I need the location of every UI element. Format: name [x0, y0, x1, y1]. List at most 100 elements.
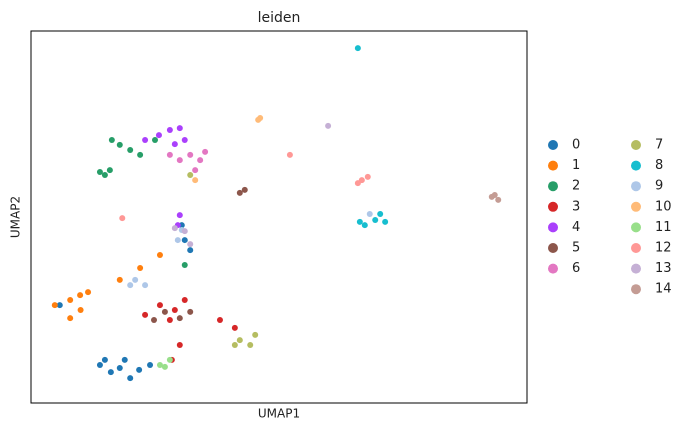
point	[181, 237, 188, 244]
point	[166, 151, 173, 158]
point	[176, 315, 183, 322]
point	[286, 151, 293, 158]
point	[161, 308, 168, 315]
point	[241, 186, 248, 193]
legend-label: 11	[655, 220, 672, 235]
point	[176, 125, 183, 132]
point	[137, 151, 144, 158]
point	[366, 211, 373, 218]
legend-label: 0	[572, 138, 580, 153]
point	[67, 315, 74, 322]
point	[166, 317, 173, 324]
point	[231, 341, 238, 348]
legend-marker	[548, 263, 558, 274]
point	[56, 302, 63, 309]
legend-label: 5	[572, 241, 580, 256]
legend-marker	[548, 140, 558, 150]
point	[192, 177, 199, 184]
point	[77, 307, 84, 313]
point	[176, 212, 183, 219]
point	[176, 341, 183, 348]
point	[325, 122, 332, 129]
legend-label: 10	[655, 199, 672, 214]
point	[108, 136, 115, 143]
plot-frame	[30, 30, 528, 404]
point	[127, 375, 134, 382]
point	[187, 171, 194, 178]
point	[255, 116, 262, 123]
legend-marker	[631, 284, 641, 295]
point	[216, 317, 223, 324]
point	[171, 141, 178, 148]
point	[377, 211, 384, 218]
point	[121, 356, 128, 363]
legend-marker	[631, 181, 641, 192]
legend-marker	[631, 263, 641, 274]
point	[136, 366, 143, 373]
point	[488, 193, 495, 200]
point	[187, 241, 194, 248]
x-axis-label: UMAP1	[258, 407, 300, 421]
point	[161, 363, 168, 370]
point	[171, 307, 178, 313]
legend-marker	[548, 160, 558, 171]
point	[106, 167, 113, 174]
point	[364, 173, 371, 180]
point	[147, 362, 154, 369]
point	[176, 157, 183, 164]
point	[101, 356, 108, 363]
point	[382, 218, 389, 225]
point	[356, 218, 363, 225]
point	[166, 356, 173, 363]
point	[372, 216, 379, 223]
point	[202, 148, 209, 155]
legend-label: 8	[655, 158, 663, 173]
point	[132, 276, 139, 283]
point	[51, 302, 58, 309]
legend-label: 6	[572, 261, 580, 276]
point	[247, 341, 254, 348]
legend-marker	[631, 140, 641, 150]
point	[174, 237, 181, 244]
point	[101, 171, 108, 178]
legend-marker	[548, 222, 558, 233]
point	[107, 369, 114, 376]
point	[252, 331, 259, 338]
legend-marker	[548, 201, 558, 212]
point	[361, 222, 368, 229]
point	[231, 324, 238, 331]
point	[171, 225, 178, 232]
point	[119, 215, 126, 222]
legend-label: 12	[655, 241, 672, 256]
legend-label: 2	[572, 179, 580, 194]
legend-marker	[631, 222, 641, 233]
y-axis-label: UMAP2	[9, 196, 23, 238]
point	[96, 362, 103, 369]
point	[156, 362, 163, 369]
point	[155, 132, 162, 139]
legend-label: 3	[572, 199, 580, 214]
point	[495, 196, 502, 203]
point	[142, 282, 149, 289]
point	[236, 337, 243, 344]
legend-label: 9	[655, 179, 663, 194]
point	[156, 251, 163, 258]
point	[187, 308, 194, 315]
point	[116, 365, 123, 372]
point	[67, 296, 74, 303]
legend-marker	[631, 201, 641, 212]
legend-label: 1	[572, 158, 580, 173]
legend-label: 14	[655, 282, 672, 297]
point	[77, 292, 84, 299]
point	[96, 168, 103, 175]
point	[156, 302, 163, 309]
legend-label: 13	[655, 261, 672, 276]
point	[127, 147, 134, 154]
legend-marker	[631, 160, 641, 171]
point	[181, 296, 188, 303]
point	[166, 126, 173, 133]
legend-label: 7	[655, 138, 663, 153]
point	[116, 141, 123, 148]
point	[151, 317, 158, 324]
